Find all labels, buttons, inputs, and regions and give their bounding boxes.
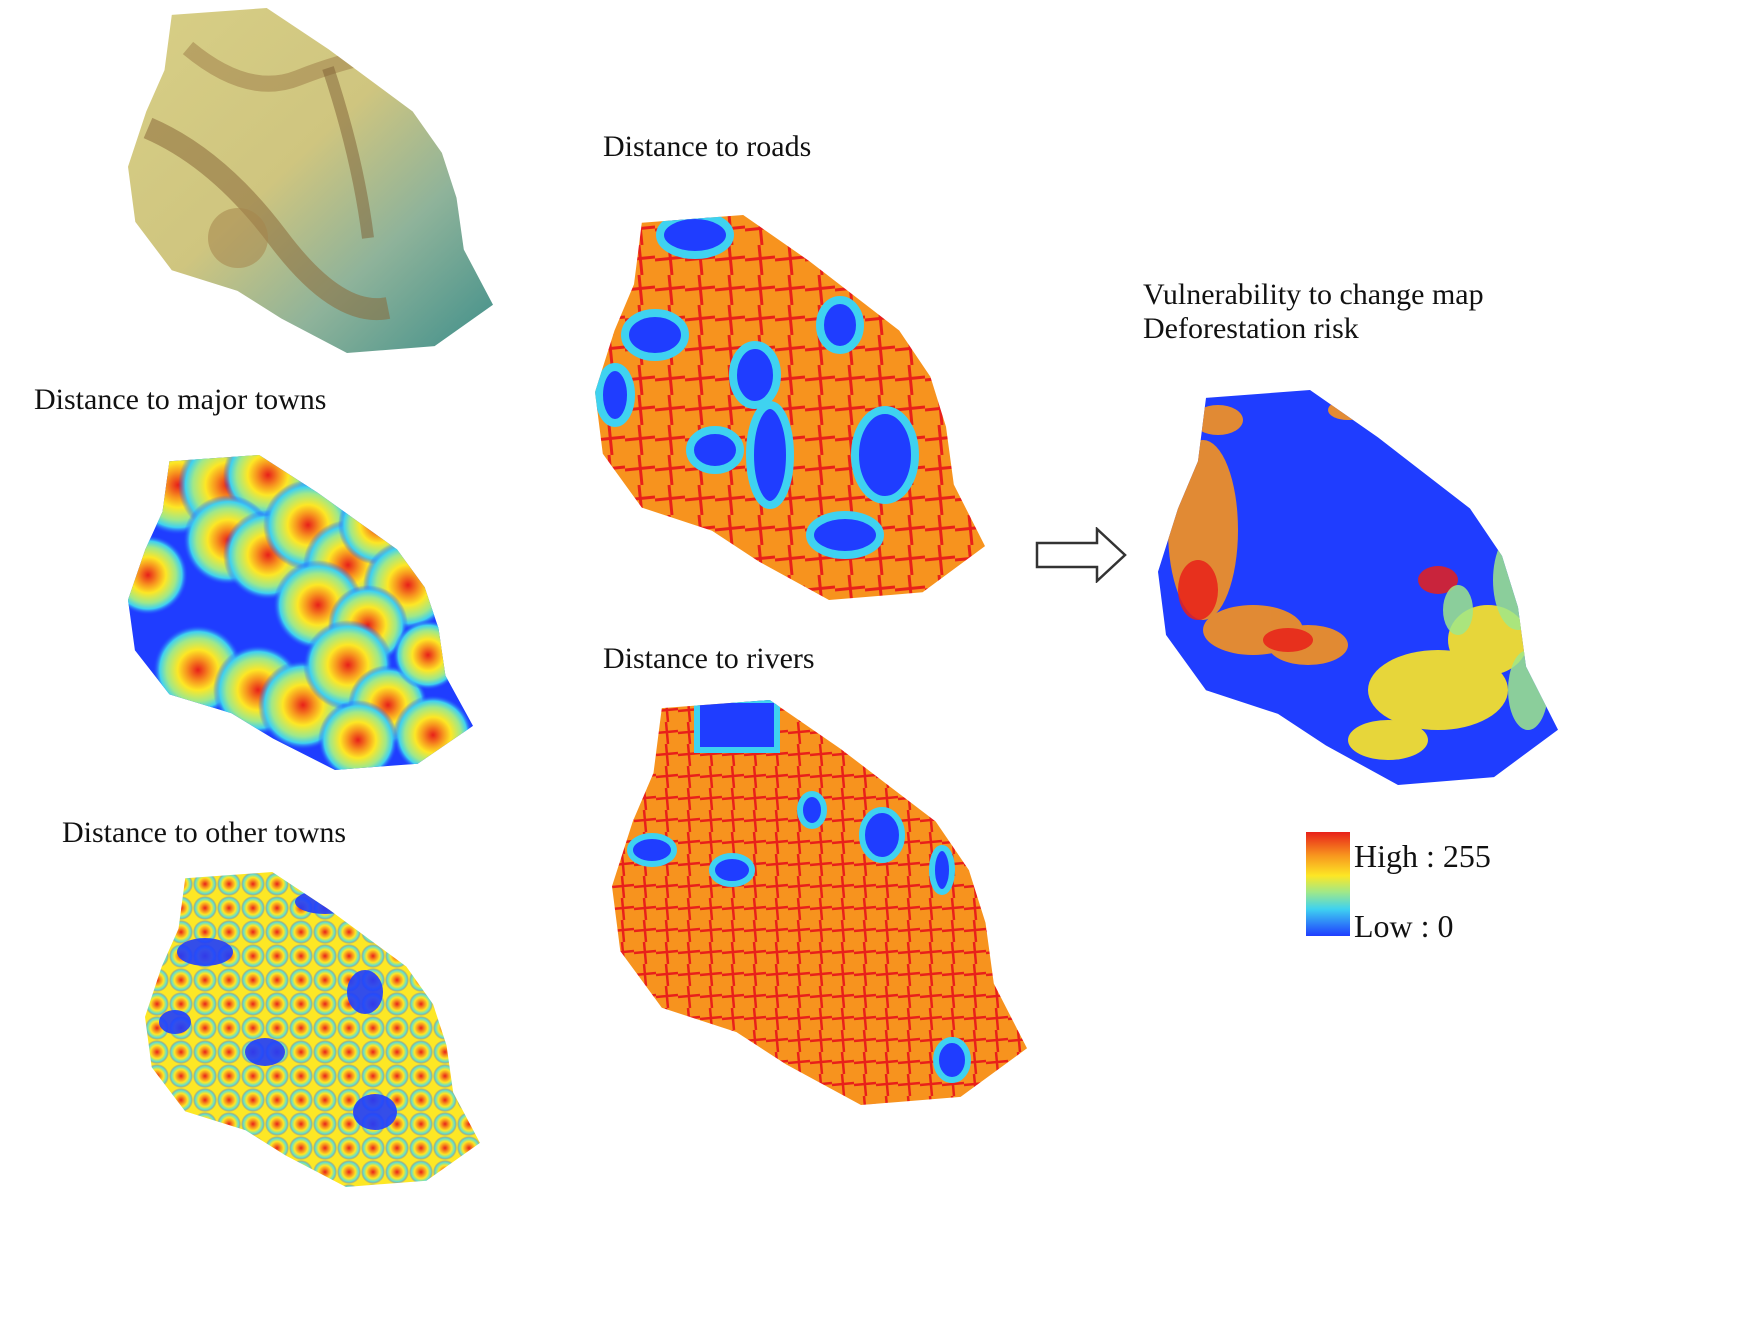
major-towns-label: Distance to major towns [34,383,327,416]
other-towns-label: Distance to other towns [62,816,347,849]
legend-color-bar [1306,832,1350,936]
legend-high-label: High : 255 [1354,838,1491,874]
other-towns-map [145,872,480,1187]
roads-map [595,215,985,600]
vulnerability-title-1: Vulnerability to change map [1143,278,1484,311]
legend-low-label: Low : 0 [1354,908,1454,944]
vulnerability-title-2: Deforestation risk [1143,312,1359,345]
right-arrow-icon [1035,527,1127,583]
rivers-label: Distance to rivers [603,642,815,675]
vulnerability-map [1158,390,1558,785]
rivers-map [612,700,1027,1105]
major-towns-map [128,455,473,770]
roads-label: Distance to roads [603,130,812,163]
elevation-map [128,8,493,353]
